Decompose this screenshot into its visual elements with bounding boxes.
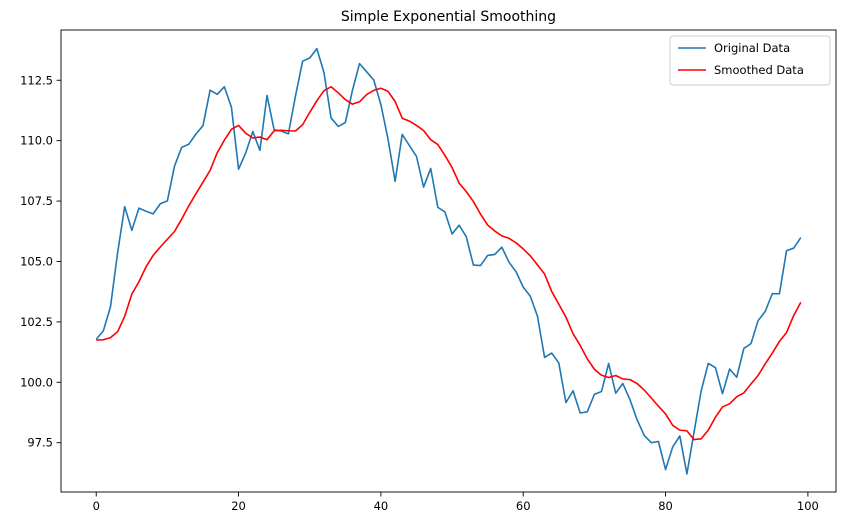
legend-label-2: Smoothed Data xyxy=(714,63,804,77)
series-line-1 xyxy=(95,47,802,475)
x-tick-label: 20 xyxy=(231,499,246,513)
axes-frame xyxy=(60,29,837,493)
legend: Original Data Smoothed Data xyxy=(669,35,831,86)
y-tick-label: 105.0 xyxy=(20,254,53,268)
legend-label-1: Original Data xyxy=(714,41,790,55)
y-tick-label: 97.5 xyxy=(27,436,53,450)
chart-title: Simple Exponential Smoothing xyxy=(341,9,556,25)
y-tick-label: 112.5 xyxy=(20,73,53,87)
y-tick-label: 110.0 xyxy=(20,134,53,148)
legend-box xyxy=(669,35,831,86)
y-tick-label: 107.5 xyxy=(20,194,53,208)
y-tick-label: 100.0 xyxy=(20,375,53,389)
x-tick-label: 100 xyxy=(797,499,819,513)
x-tick-label: 40 xyxy=(374,499,389,513)
x-axis: 0 20 40 60 80 100 xyxy=(93,492,819,513)
x-tick-label: 60 xyxy=(516,499,531,513)
y-tick-label: 102.5 xyxy=(20,315,53,329)
y-axis: 97.5 100.0 102.5 105.0 107.5 110.0 112.5 xyxy=(20,73,61,450)
series-line-2 xyxy=(96,85,802,441)
x-tick-label: 80 xyxy=(658,499,673,513)
x-tick-label: 0 xyxy=(93,499,100,513)
plot-area xyxy=(60,29,837,493)
